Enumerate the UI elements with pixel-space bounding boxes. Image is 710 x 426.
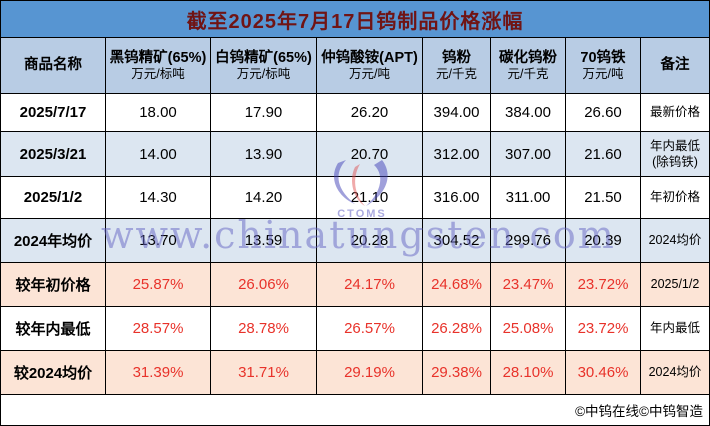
cell-value: 26.20 — [317, 94, 423, 131]
header-remark: 备注 — [660, 57, 690, 74]
header-name: 黑钨精矿(65%) — [109, 49, 207, 66]
cell-value: 20.70 — [317, 132, 423, 176]
row-name: 2025/7/17 — [1, 94, 106, 131]
cell-value: 21.10 — [317, 177, 423, 218]
table-row: 较年初价格 25.87% 26.06% 24.17% 24.68% 23.47%… — [1, 263, 709, 307]
header-product-name: 商品名称 — [1, 38, 106, 93]
cell-value: 30.46% — [566, 351, 641, 394]
header-unit: 万元/标吨 — [131, 66, 185, 81]
table-title: 截至2025年7月17日钨制品价格涨幅 — [1, 1, 709, 38]
cell-value: 25.08% — [491, 307, 566, 350]
cell-value: 304.52 — [423, 219, 491, 262]
table-row: 较年内最低 28.57% 28.78% 26.57% 26.28% 25.08%… — [1, 307, 709, 351]
cell-value: 14.30 — [106, 177, 211, 218]
cell-value: 20.28 — [317, 219, 423, 262]
cell-value: 29.38% — [423, 351, 491, 394]
cell-remark: 最新价格 — [649, 105, 700, 120]
header-name: 钨粉 — [442, 49, 471, 66]
header-unit: 元/千克 — [507, 66, 549, 81]
cell-value: 13.59 — [211, 219, 317, 262]
cell-value: 299.76 — [491, 219, 566, 262]
cell-value: 17.90 — [211, 94, 317, 131]
cell-value: 23.47% — [491, 263, 566, 306]
header-unit: 元/千克 — [436, 66, 477, 81]
header-white-tungsten: 白钨精矿(65%) 万元/标吨 — [211, 38, 317, 93]
cell-value: 23.72% — [566, 263, 641, 306]
header-tungsten-powder: 钨粉 元/千克 — [423, 38, 491, 93]
cell-remark: 年内最低 — [649, 321, 700, 336]
cell-value: 28.57% — [106, 307, 211, 350]
table-row: 2025/3/21 14.00 13.90 20.70 312.00 307.0… — [1, 132, 709, 177]
header-unit: 万元/吨 — [582, 66, 624, 81]
cell-value: 24.17% — [317, 263, 423, 306]
header-tungsten-carbide: 碳化钨粉 元/千克 — [491, 38, 566, 93]
cell-value: 312.00 — [423, 132, 491, 176]
table-row: 较2024均价 31.39% 31.71% 29.19% 29.38% 28.1… — [1, 351, 709, 395]
cell-value: 26.60 — [566, 94, 641, 131]
row-name: 较年初价格 — [1, 263, 106, 306]
cell-value: 21.60 — [566, 132, 641, 176]
cell-value: 24.68% — [423, 263, 491, 306]
cell-value: 25.87% — [106, 263, 211, 306]
header-unit: 万元/标吨 — [236, 66, 291, 81]
cell-value: 31.71% — [211, 351, 317, 394]
row-name: 2025/1/2 — [1, 177, 106, 218]
cell-value: 311.00 — [491, 177, 566, 218]
cell-value: 28.78% — [211, 307, 317, 350]
row-name: 较年内最低 — [1, 307, 106, 350]
cell-value: 384.00 — [491, 94, 566, 131]
header-name: 碳化钨粉 — [499, 49, 557, 66]
row-name: 2024年均价 — [1, 219, 106, 262]
header-name: 白钨精矿(65%) — [215, 49, 312, 66]
credit-line: ©中钨在线©中钨智造 — [1, 395, 709, 425]
cell-value: 28.10% — [491, 351, 566, 394]
header-name: 仲钨酸铵(APT) — [321, 49, 418, 66]
header-apt: 仲钨酸铵(APT) 万元/吨 — [317, 38, 423, 93]
table-row: 2025/1/2 14.30 14.20 21.10 316.00 311.00… — [1, 177, 709, 219]
row-name: 2025/3/21 — [1, 132, 106, 176]
cell-value: 23.72% — [566, 307, 641, 350]
cell-value: 26.57% — [317, 307, 423, 350]
cell-value: 26.06% — [211, 263, 317, 306]
cell-value: 26.28% — [423, 307, 491, 350]
cell-value: 316.00 — [423, 177, 491, 218]
cell-value: 29.19% — [317, 351, 423, 394]
cell-value: 18.00 — [106, 94, 211, 131]
cell-value: 14.00 — [106, 132, 211, 176]
cell-value: 14.20 — [211, 177, 317, 218]
header-black-tungsten: 黑钨精矿(65%) 万元/标吨 — [106, 38, 211, 93]
header-name: 70钨铁 — [580, 49, 626, 66]
header-ferrotungsten: 70钨铁 万元/吨 — [566, 38, 641, 93]
cell-remark: 年初价格 — [649, 190, 700, 205]
table-row: 2024年均价 13.70 13.59 20.28 304.52 299.76 … — [1, 219, 709, 263]
cell-remark: 2024均价 — [648, 365, 702, 380]
cell-value: 13.90 — [211, 132, 317, 176]
cell-value: 307.00 — [491, 132, 566, 176]
header-row: 商品名称 黑钨精矿(65%) 万元/标吨 白钨精矿(65%) 万元/标吨 仲钨酸… — [1, 38, 709, 94]
cell-value: 20.39 — [566, 219, 641, 262]
cell-value: 21.50 — [566, 177, 641, 218]
cell-remark: 年内最低 (除钨铁) — [649, 138, 700, 169]
cell-value: 13.70 — [106, 219, 211, 262]
cell-remark: 2024均价 — [648, 233, 702, 248]
header-unit: 万元/吨 — [349, 66, 390, 81]
table-row: 2025/7/17 18.00 17.90 26.20 394.00 384.0… — [1, 94, 709, 132]
cell-value: 394.00 — [423, 94, 491, 131]
cell-remark: 2025/1/2 — [650, 277, 700, 292]
credit-text: ©中钨在线©中钨智造 — [575, 404, 703, 419]
row-name: 较2024均价 — [1, 351, 106, 394]
cell-value: 31.39% — [106, 351, 211, 394]
